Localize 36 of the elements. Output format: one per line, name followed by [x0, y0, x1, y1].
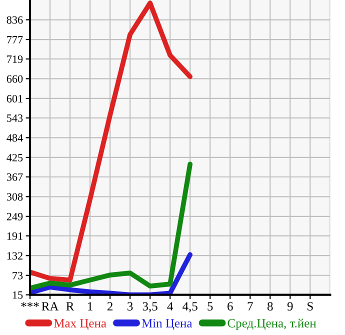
y-tick-label: 836 [6, 16, 23, 24]
x-tick-label: 9 [287, 302, 293, 311]
x-tick-label: *** [21, 302, 39, 307]
y-tick-label: 425 [6, 154, 23, 162]
y-tick-label: 660 [6, 75, 23, 83]
y-tick-label: 73 [12, 272, 23, 280]
x-tick-label: 2 [107, 302, 112, 310]
x-tick-label: 6 [228, 302, 233, 311]
legend-label: Max Цена [54, 319, 106, 330]
line-series [30, 252, 193, 295]
y-tick-label: 601 [6, 94, 22, 102]
line-series [30, 162, 193, 291]
x-tick-label: 3 [128, 302, 133, 311]
legend-label: Min Цена [142, 319, 192, 330]
y-tick-label: 249 [6, 212, 23, 220]
x-tick-label: 1 [88, 302, 92, 310]
y-tick-label: 132 [7, 252, 22, 260]
x-tick-label: S [308, 302, 313, 311]
x-tick-label: 5 [208, 302, 213, 311]
x-tick-label: R [66, 302, 74, 310]
y-tick-label: 484 [6, 134, 23, 142]
y-tick-label: 308 [6, 193, 23, 201]
x-tick-label: 3,5 [142, 302, 158, 312]
x-tick-label: 8 [267, 302, 273, 311]
y-tick-label: 777 [7, 36, 23, 44]
x-tick-label: RA [42, 302, 59, 310]
y-tick-label: 719 [7, 55, 23, 63]
x-tick-label: 4 [167, 302, 174, 310]
y-tick-label: 543 [7, 114, 23, 122]
y-tick-label: 15 [12, 291, 23, 299]
y-tick-label: 191 [7, 232, 22, 240]
x-tick-label: 4,5 [182, 302, 198, 312]
x-tick-label: 7 [248, 302, 253, 310]
legend-label: Сред.Цена, т.йен [228, 318, 316, 330]
line-series [30, 0, 193, 282]
y-tick-label: 367 [6, 173, 23, 181]
